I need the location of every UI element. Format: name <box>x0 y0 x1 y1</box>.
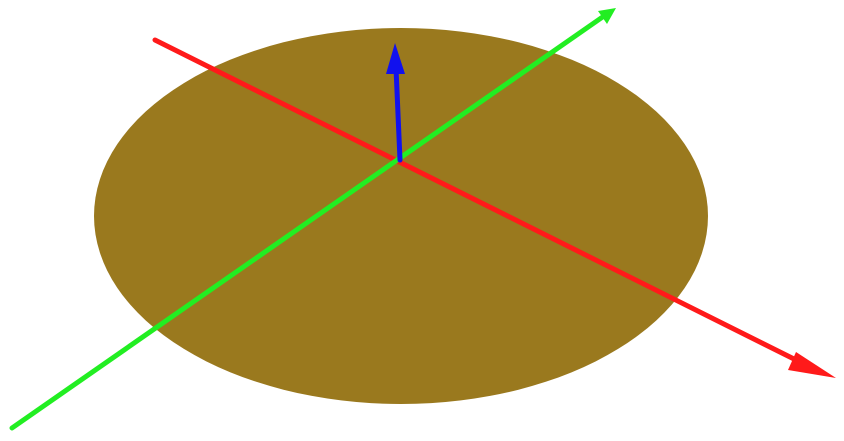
y-axis-shaft <box>9 13 607 431</box>
y-axis-arrowhead-icon <box>598 8 616 24</box>
x-axis <box>152 37 836 378</box>
z-axis-arrowhead-icon <box>386 43 405 74</box>
y-axis <box>9 8 616 431</box>
x-axis-arrowhead-icon <box>788 352 836 378</box>
z-axis <box>386 43 405 163</box>
z-axis-shaft <box>393 65 403 163</box>
disk <box>94 28 708 404</box>
x-axis-shaft <box>152 37 803 365</box>
